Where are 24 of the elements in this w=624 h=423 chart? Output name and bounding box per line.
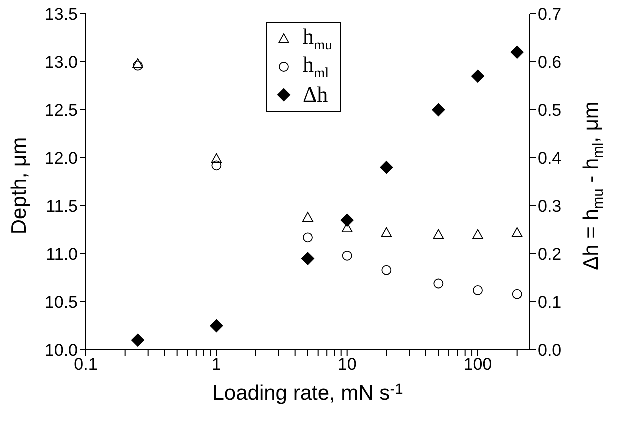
y-tick-label: 12.0 xyxy=(44,149,78,168)
y2-tick-label: 0.1 xyxy=(538,293,562,312)
y-tick-label: 12.5 xyxy=(44,101,78,120)
x-tick-label: 0.1 xyxy=(74,355,98,374)
legend-label: h$_{mu}$ xyxy=(303,24,332,54)
y2-tick-label: 0.6 xyxy=(538,53,562,72)
y2-tick-label: 0.5 xyxy=(538,101,562,120)
y2-tick-label: 0.4 xyxy=(538,149,562,168)
y-tick-label: 11.5 xyxy=(46,197,78,216)
y-tick-label: 13.5 xyxy=(44,5,78,24)
y2-tick-label: 0.7 xyxy=(538,5,562,24)
y-tick-label: 10.5 xyxy=(44,293,78,312)
legend-label: Δh xyxy=(303,82,328,107)
x-tick-label: 100 xyxy=(464,355,492,374)
legend-label: h$_{ml}$ xyxy=(303,52,330,82)
x-axis-title: Loading rate, mN s$^{-1}$ xyxy=(212,382,404,405)
y2-tick-label: 0.2 xyxy=(538,245,562,264)
x-tick-label: 10 xyxy=(338,355,357,374)
y-tick-label: 11.0 xyxy=(46,245,78,264)
y2-tick-label: 0.0 xyxy=(538,341,562,360)
y2-tick-label: 0.3 xyxy=(538,197,562,216)
x-tick-label: 1 xyxy=(212,355,222,374)
y-axis-title: Depth, μm xyxy=(8,137,31,235)
y-tick-label: 13.0 xyxy=(44,53,78,72)
